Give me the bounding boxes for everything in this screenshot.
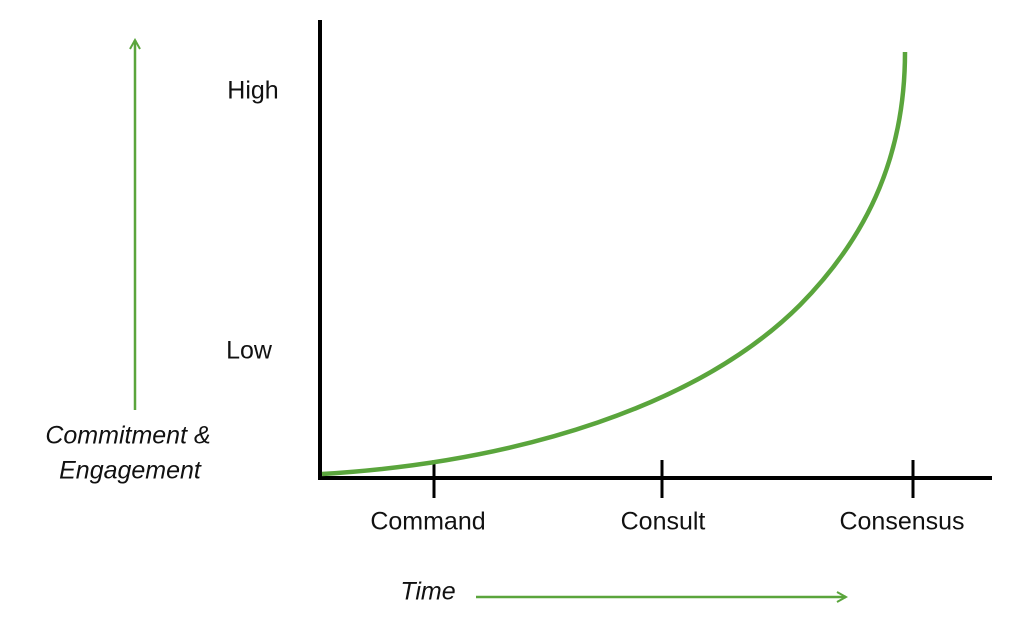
curve	[321, 51, 908, 477]
x-label: Consensus	[839, 508, 964, 536]
y-label: Low	[226, 337, 273, 365]
x-label: Consult	[621, 508, 706, 536]
x-axis-title: Time	[400, 578, 455, 606]
y-axis-title: Commitment &	[45, 422, 210, 450]
y-label: High	[227, 77, 278, 105]
y-axis-title: Engagement	[59, 457, 202, 485]
x-label: Command	[370, 508, 485, 536]
